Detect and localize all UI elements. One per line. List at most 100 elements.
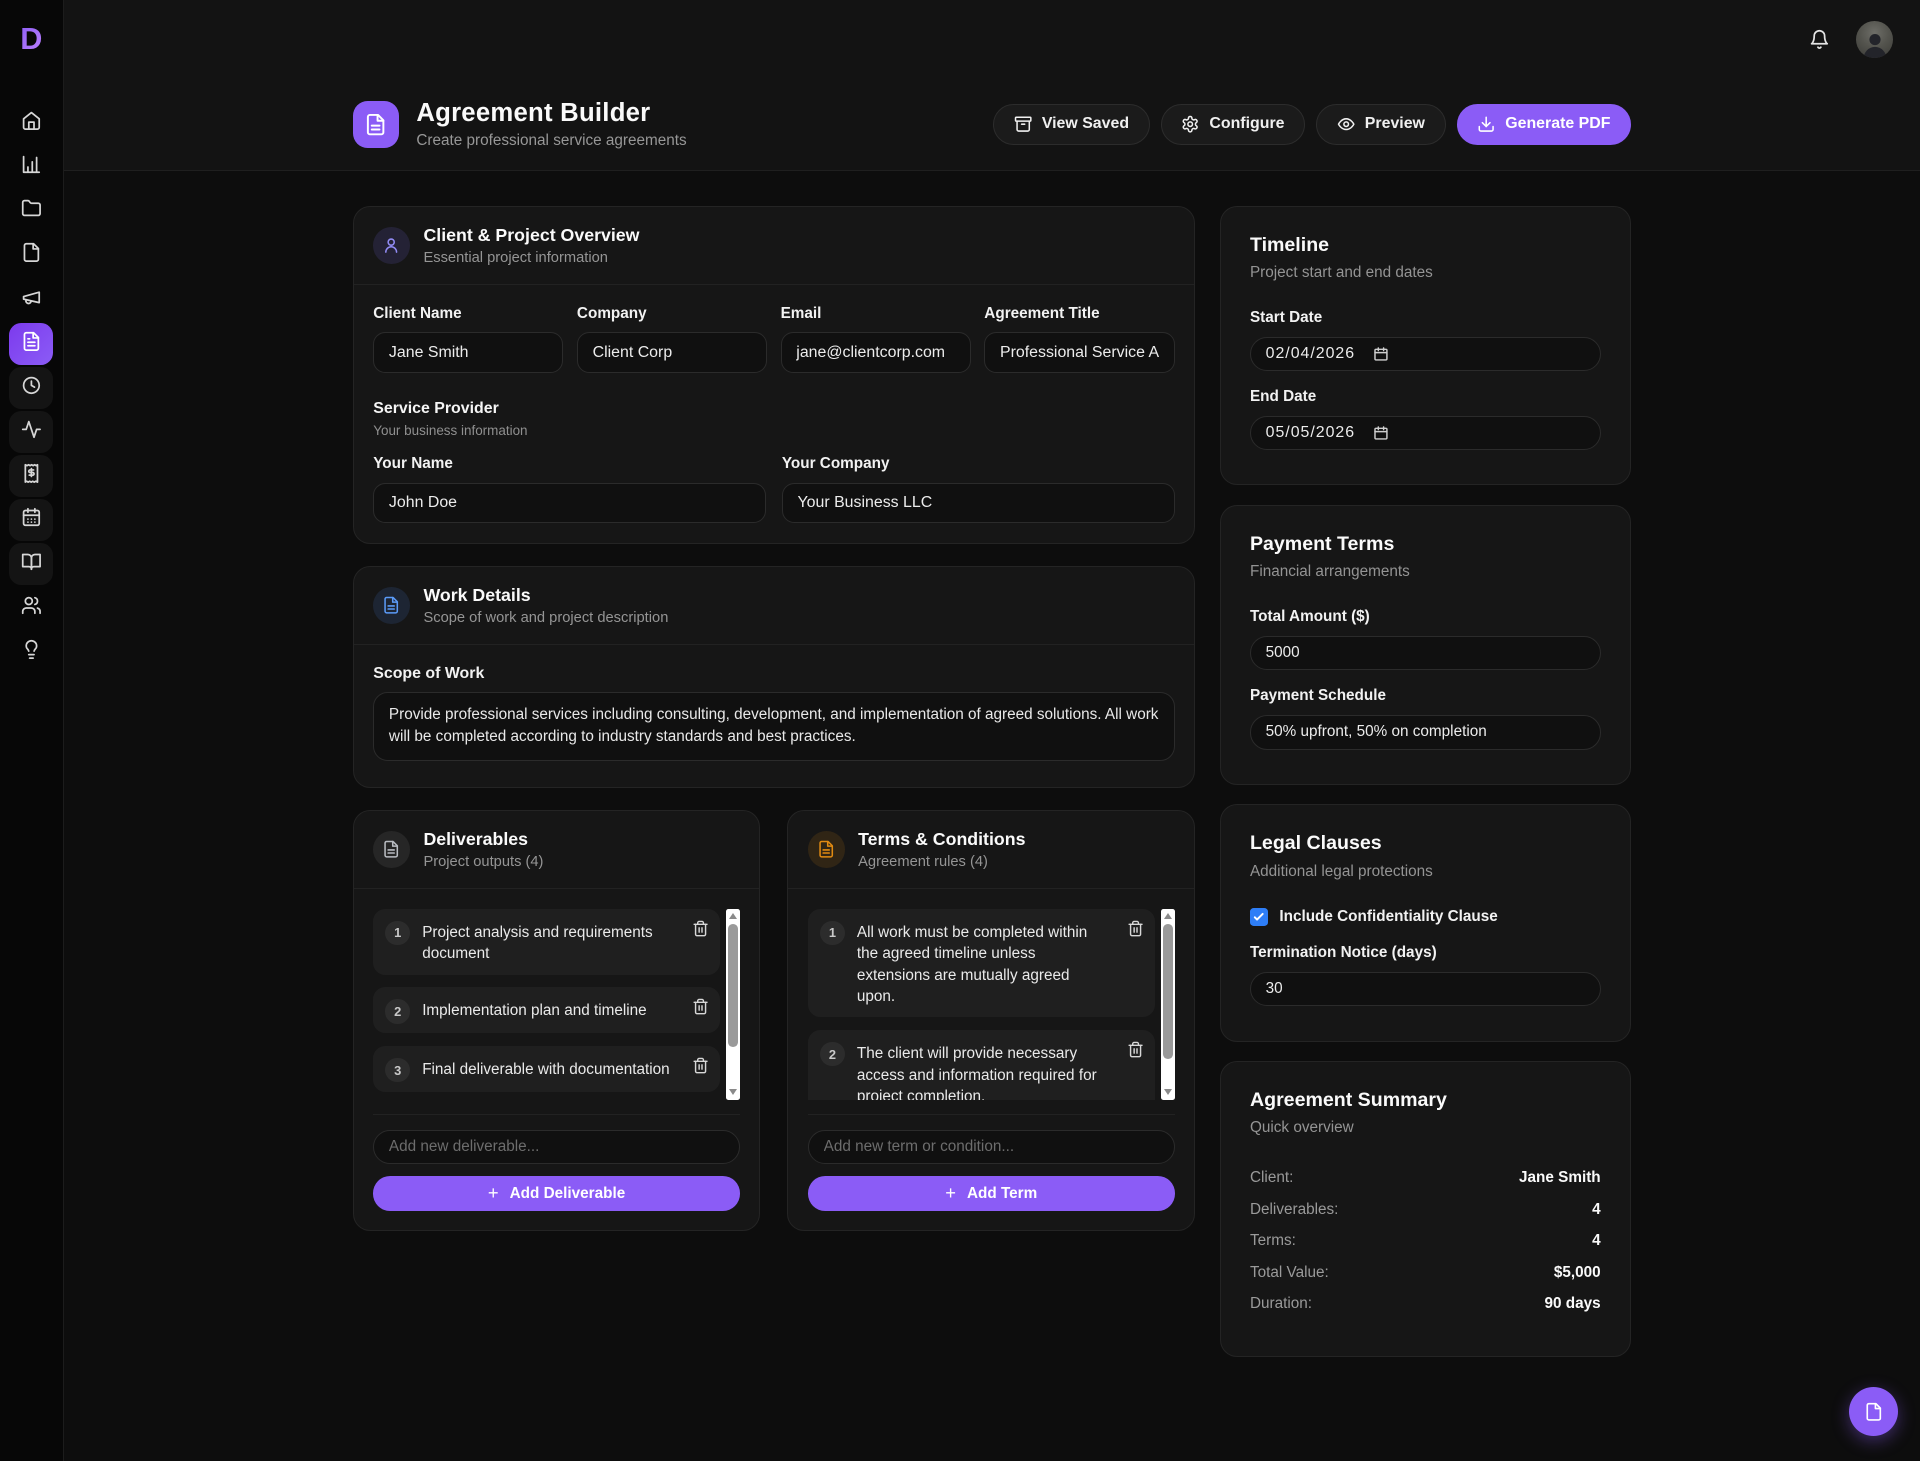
- item-number-badge: 2: [385, 999, 410, 1024]
- header-actions: View Saved Configure Preview Generate PD…: [993, 103, 1632, 146]
- deliverables-card: Deliverables Project outputs (4) 1 Proje…: [352, 809, 761, 1232]
- generate-pdf-button[interactable]: Generate PDF: [1456, 103, 1632, 146]
- summary-label: Duration:: [1249, 1295, 1313, 1313]
- your-name-label: Your Name: [373, 454, 453, 472]
- card-subtitle: Agreement rules (4): [858, 853, 988, 870]
- scroll-down-arrow[interactable]: [729, 1088, 738, 1095]
- summary-row: Total Value: $5,000: [1250, 1264, 1601, 1282]
- divider: [807, 1114, 1175, 1116]
- checkbox-checked-icon[interactable]: [1249, 907, 1269, 926]
- topbar: [63, 0, 1920, 79]
- card-title: Payment Terms: [1249, 532, 1395, 555]
- deliverables-list[interactable]: 1 Project analysis and requirements docu…: [373, 908, 740, 1100]
- your-name-input[interactable]: [373, 482, 766, 523]
- calendar-icon[interactable]: [1373, 346, 1389, 362]
- add-term-button[interactable]: + Add Term: [807, 1176, 1175, 1211]
- gear-icon: [1182, 115, 1199, 133]
- terms-list[interactable]: 1 All work must be completed within the …: [807, 908, 1175, 1100]
- your-company-input[interactable]: [781, 482, 1175, 523]
- sidebar-item-activity[interactable]: [9, 411, 54, 453]
- delete-item-button[interactable]: [692, 920, 709, 937]
- start-date-input[interactable]: 02/04/2026: [1249, 336, 1601, 371]
- item-text: Final deliverable with documentation: [422, 1061, 670, 1079]
- sidebar-item-invoices[interactable]: [9, 455, 54, 497]
- total-amount-input[interactable]: [1249, 636, 1601, 671]
- folder-icon: [21, 198, 42, 225]
- sidebar-item-agreements[interactable]: [9, 323, 54, 365]
- add-deliverable-label: Add Deliverable: [509, 1184, 626, 1202]
- agreement-title-input[interactable]: [984, 332, 1175, 373]
- delete-item-button[interactable]: [692, 998, 709, 1015]
- card-subtitle: Essential project information: [423, 249, 608, 266]
- view-saved-button[interactable]: View Saved: [993, 103, 1150, 146]
- scroll-thumb[interactable]: [728, 924, 738, 1047]
- summary-label: Total Value:: [1249, 1263, 1329, 1281]
- client-overview-card: Client & Project Overview Essential proj…: [352, 205, 1196, 544]
- archive-icon: [1014, 116, 1032, 133]
- termination-notice-input[interactable]: [1249, 972, 1601, 1007]
- scroll-down-arrow[interactable]: [1163, 1088, 1172, 1095]
- trash-icon: [1128, 920, 1143, 936]
- sidebar-item-analytics[interactable]: [9, 147, 53, 189]
- company-input[interactable]: [576, 332, 768, 373]
- clock-icon: [21, 375, 42, 402]
- configure-button[interactable]: Configure: [1160, 103, 1306, 146]
- summary-row: Terms: 4: [1250, 1232, 1601, 1250]
- app-logo[interactable]: D: [0, 0, 63, 78]
- sidebar-item-library[interactable]: [9, 543, 54, 586]
- card-subtitle: Project outputs (4): [423, 853, 544, 870]
- trash-icon: [693, 1057, 708, 1074]
- bar-chart-icon: [21, 154, 42, 181]
- page-subtitle: Create professional service agreements: [416, 131, 687, 149]
- user-avatar[interactable]: [1856, 20, 1894, 58]
- add-deliverable-input[interactable]: [373, 1129, 740, 1165]
- deliverables-scrollbar[interactable]: [726, 908, 740, 1100]
- end-date-value: 05/05/2026: [1265, 424, 1356, 442]
- deliverable-item: 2 Implementation plan and timeline: [373, 986, 721, 1034]
- new-document-fab[interactable]: [1849, 1387, 1898, 1437]
- sidebar-item-calendar[interactable]: [9, 499, 54, 542]
- add-deliverable-button[interactable]: + Add Deliverable: [373, 1176, 740, 1211]
- sidebar-item-announcements[interactable]: [9, 279, 53, 321]
- scroll-up-arrow[interactable]: [1163, 913, 1172, 920]
- file-icon: [21, 242, 42, 269]
- sidebar-item-documents[interactable]: [9, 235, 53, 277]
- preview-label: Preview: [1364, 115, 1425, 133]
- notifications-button[interactable]: [1809, 29, 1830, 50]
- your-company-label: Your Company: [781, 454, 890, 472]
- sidebar-item-home[interactable]: [9, 103, 53, 145]
- scroll-thumb[interactable]: [1162, 924, 1173, 1060]
- sidebar-item-history[interactable]: [9, 367, 54, 409]
- item-text: All work must be completed within the ag…: [856, 923, 1088, 1006]
- scroll-up-arrow[interactable]: [729, 913, 738, 920]
- item-text: Implementation plan and timeline: [422, 1002, 647, 1020]
- preview-button[interactable]: Preview: [1316, 103, 1446, 146]
- end-date-input[interactable]: 05/05/2026: [1249, 415, 1601, 451]
- add-term-input[interactable]: [807, 1129, 1175, 1165]
- file-text-icon: [21, 331, 42, 358]
- delete-item-button[interactable]: [1127, 920, 1144, 937]
- summary-row: Duration: 90 days: [1250, 1295, 1601, 1313]
- summary-value: 90 days: [1544, 1295, 1601, 1313]
- confidentiality-checkbox-row[interactable]: Include Confidentiality Clause: [1249, 907, 1601, 926]
- configure-label: Configure: [1209, 115, 1285, 133]
- delete-item-button[interactable]: [692, 1057, 709, 1074]
- work-details-card: Work Details Scope of work and project d…: [352, 565, 1196, 788]
- payment-schedule-input[interactable]: [1249, 715, 1601, 750]
- scope-of-work-textarea[interactable]: Provide professional services including …: [373, 692, 1175, 761]
- client-name-label: Client Name: [373, 304, 462, 322]
- card-title: Timeline: [1249, 233, 1330, 256]
- users-icon: [21, 595, 42, 622]
- eye-icon: [1337, 118, 1355, 131]
- sidebar-item-clients[interactable]: [9, 588, 53, 630]
- calendar-icon[interactable]: [1373, 425, 1389, 441]
- sidebar-item-projects[interactable]: [9, 191, 53, 233]
- delete-item-button[interactable]: [1127, 1041, 1144, 1058]
- sidebar-item-ideas[interactable]: [9, 632, 53, 674]
- terms-scrollbar[interactable]: [1161, 908, 1175, 1100]
- file-icon: [1866, 1402, 1881, 1421]
- home-icon: [21, 110, 42, 137]
- receipt-icon: [21, 463, 42, 490]
- email-input[interactable]: [780, 332, 971, 373]
- client-name-input[interactable]: [373, 332, 564, 373]
